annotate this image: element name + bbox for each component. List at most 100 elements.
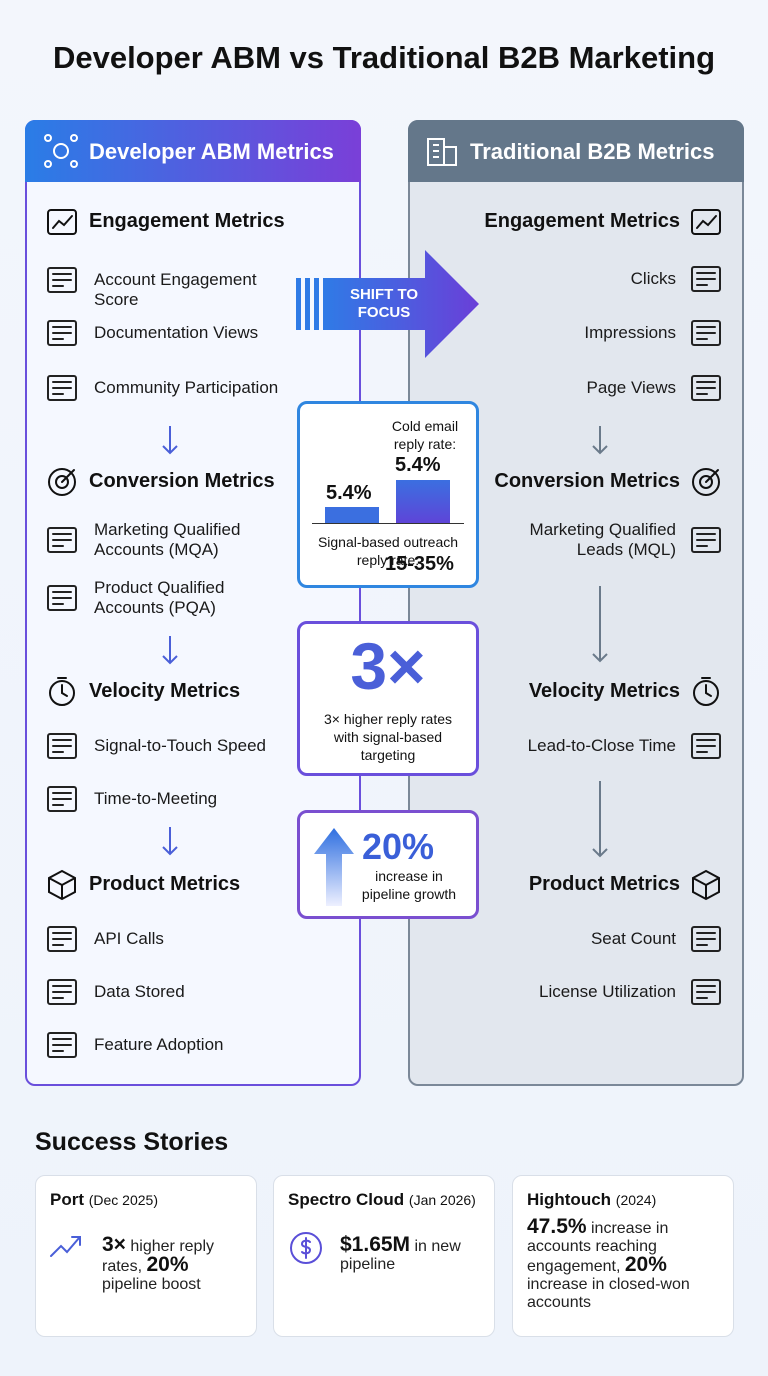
highlight: 20% [146, 1253, 189, 1276]
flow-arrow [162, 827, 178, 856]
section-heading: Velocity Metrics [528, 680, 680, 702]
growth-value: 20% [362, 826, 435, 867]
icon [47, 267, 77, 293]
highlight: 47.5% [527, 1215, 587, 1238]
icon [692, 468, 720, 496]
metric-item: Time-to-Meeting [94, 789, 218, 808]
metric-item: Page Views [586, 378, 676, 397]
metric-item: Data Stored [94, 982, 185, 1001]
icon [48, 869, 76, 901]
flow-arrow [592, 426, 608, 455]
metric-item: License Utilization [538, 982, 676, 1001]
metric-item: Community Participation [94, 378, 279, 397]
icon [691, 733, 721, 759]
icon [692, 869, 720, 901]
metric-item: Marketing Qualified Accounts (MQA) [94, 520, 241, 559]
metric-item: Feature Adoption [94, 1035, 224, 1054]
up-arrow [314, 828, 354, 906]
header-icon [427, 138, 457, 166]
multiplier-box [297, 621, 479, 776]
flow-arrow [592, 586, 608, 663]
card-body: $1.65M in new pipeline [340, 1233, 480, 1274]
flow-arrow [592, 781, 608, 858]
highlight: 20% [624, 1253, 667, 1276]
metric-item: Impressions [584, 323, 676, 342]
body-text: increase in accounts reaching engagement… [527, 1220, 669, 1275]
signal-value: 15-35% [385, 553, 454, 575]
section-heading: Engagement Metrics [484, 210, 680, 232]
metric-item: Seat Count [590, 929, 676, 948]
page-title: Developer ABM vs Traditional B2B Marketi… [52, 40, 716, 75]
multiplier-text: 3× higher reply rates with signal-based … [323, 711, 453, 763]
icon [49, 677, 75, 706]
body-text: increase in closed-won accounts [527, 1276, 690, 1311]
shift-label: SHIFT TO FOCUS [349, 286, 419, 321]
right-header-bg [408, 120, 744, 182]
icon [691, 375, 721, 401]
bar-label: 5.4% [326, 482, 372, 504]
icon [47, 375, 77, 401]
metric-item: Clicks [630, 269, 676, 288]
section-heading: Product Metrics [528, 873, 680, 895]
section-heading: Conversion Metrics [89, 470, 275, 492]
baseline [312, 523, 464, 524]
stories-title: Success Stories [35, 1128, 229, 1156]
section-heading: Conversion Metrics [494, 470, 680, 492]
section-heading: Product Metrics [89, 873, 241, 895]
icon [47, 527, 77, 553]
highlight: $1.65M [340, 1233, 411, 1256]
icon [47, 979, 77, 1005]
signal-label: Signal-based outreach reply rate: [303, 533, 473, 569]
metric-item: Lead-to-Close Time [527, 736, 676, 755]
signal-text: Signal-based outreach reply rate: [317, 534, 459, 568]
card-header: Hightouch (2024) [527, 1190, 719, 1210]
icon [47, 786, 77, 812]
icon [47, 1032, 77, 1058]
story-card: Hightouch (2024) 47.5% increase in accoun… [512, 1175, 734, 1337]
icon [691, 527, 721, 553]
icon [290, 1232, 322, 1264]
flow-arrow [162, 426, 178, 455]
header-icon [44, 134, 78, 168]
icon [47, 209, 77, 235]
metric-item: Documentation Views [94, 323, 259, 342]
card-header: Spectro Cloud (Jan 2026) [288, 1190, 480, 1210]
company: Port [50, 1190, 84, 1209]
icon [47, 733, 77, 759]
highlight: 3× [102, 1233, 126, 1256]
icon [691, 926, 721, 952]
date: (Dec 2025) [88, 1192, 158, 1208]
icon [50, 1236, 81, 1257]
icon [48, 468, 76, 496]
company: Hightouch [527, 1190, 612, 1209]
icon [47, 585, 77, 611]
icon [47, 926, 77, 952]
metric-item: Marketing Qualified Leads (MQL) [529, 520, 676, 559]
bar-shape [325, 507, 379, 523]
icon [691, 209, 721, 235]
card-body: 3× higher reply rates, 20% pipeline boos… [102, 1233, 242, 1294]
company: Spectro Cloud [288, 1190, 405, 1209]
left-header-bg [25, 120, 361, 182]
metric-item: Product Qualified Accounts (PQA) [94, 578, 225, 617]
date: (Jan 2026) [408, 1192, 476, 1208]
cold-value: 5.4% [395, 454, 441, 476]
icon [691, 979, 721, 1005]
card-header: Port (Dec 2025) [50, 1190, 242, 1210]
icon [693, 677, 719, 706]
bar-shape [396, 480, 450, 523]
left-header: Developer ABM Metrics [89, 139, 334, 164]
card-body: 47.5% increase in accounts reaching enga… [527, 1215, 719, 1312]
metric-item: API Calls [94, 929, 164, 948]
metric-item: Signal-to-Touch Speed [94, 736, 267, 755]
shift-arrow [296, 250, 479, 358]
right-panel [408, 120, 744, 1086]
body-text: in new pipeline [340, 1238, 461, 1273]
metric-item: Account Engagement Score [94, 270, 257, 309]
section-heading: Engagement Metrics [89, 210, 285, 232]
icon [47, 320, 77, 346]
cold-label: Cold email reply rate: [391, 418, 459, 452]
story-card: Spectro Cloud (Jan 2026) $1.65M in new pi… [273, 1175, 495, 1337]
right-header: Traditional B2B Metrics [470, 139, 715, 164]
